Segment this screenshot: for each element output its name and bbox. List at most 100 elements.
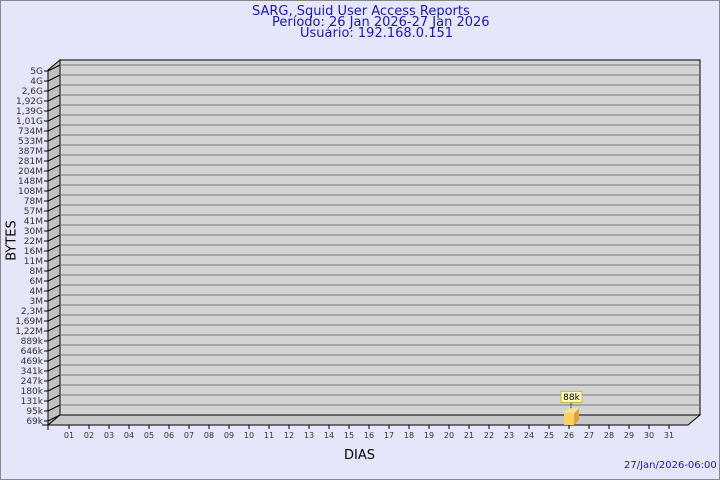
y-tick-diagonal bbox=[47, 364, 61, 372]
y-tick-diagonal bbox=[47, 354, 61, 362]
x-tick-label: 25 bbox=[544, 431, 554, 440]
y-tick-label: 5G bbox=[30, 67, 43, 77]
x-tick-label: 20 bbox=[444, 431, 454, 440]
y-tick-label: 78M bbox=[24, 197, 43, 207]
x-tick-label: 06 bbox=[164, 431, 174, 440]
x-tick-label: 02 bbox=[84, 431, 94, 440]
x-tick-label: 07 bbox=[184, 431, 194, 440]
x-tick-label: 14 bbox=[324, 431, 334, 440]
y-tick-diagonal bbox=[47, 344, 61, 352]
y-tick-diagonal bbox=[47, 204, 61, 212]
y-tick-diagonal bbox=[47, 74, 61, 82]
x-tick-label: 05 bbox=[144, 431, 154, 440]
y-tick-label: 469k bbox=[21, 357, 44, 367]
y-tick-label: 734M bbox=[18, 127, 43, 137]
x-tick-label: 01 bbox=[64, 431, 74, 440]
y-tick-diagonal bbox=[47, 274, 61, 282]
y-tick-label: 30M bbox=[24, 227, 43, 237]
y-tick-diagonal bbox=[47, 254, 61, 262]
y-tick-diagonal bbox=[47, 294, 61, 302]
y-tick-diagonal bbox=[47, 124, 61, 132]
x-tick-label: 21 bbox=[464, 431, 474, 440]
y-tick-diagonal bbox=[47, 64, 61, 72]
y-tick-diagonal bbox=[47, 154, 61, 162]
y-tick-diagonal bbox=[47, 144, 61, 152]
y-tick-label: 533M bbox=[18, 137, 43, 147]
y-tick-label: 180k bbox=[21, 387, 44, 397]
y-tick-label: 646k bbox=[21, 347, 44, 357]
y-tick-label: 247k bbox=[21, 377, 44, 387]
x-tick-label: 17 bbox=[384, 431, 394, 440]
bar-label: 88k bbox=[563, 393, 580, 403]
y-tick-diagonal bbox=[47, 334, 61, 342]
y-tick-diagonal bbox=[47, 244, 61, 252]
y-tick-label: 1,92G bbox=[16, 97, 43, 107]
x-tick-label: 27 bbox=[584, 431, 594, 440]
y-tick-diagonal bbox=[47, 174, 61, 182]
y-tick-label: 16M bbox=[24, 247, 43, 257]
y-tick-label: 281M bbox=[18, 157, 43, 167]
x-tick-label: 11 bbox=[264, 431, 274, 440]
bar-side bbox=[574, 408, 579, 425]
y-tick-label: 57M bbox=[24, 207, 43, 217]
x-tick-label: 31 bbox=[664, 431, 674, 440]
x-tick-label: 13 bbox=[304, 431, 314, 440]
y-tick-label: 11M bbox=[24, 257, 43, 267]
y-tick-diagonal bbox=[47, 324, 61, 332]
y-tick-diagonal bbox=[47, 304, 61, 312]
y-tick-label: 1,01G bbox=[16, 117, 43, 127]
x-tick-label: 28 bbox=[604, 431, 614, 440]
y-tick-diagonal bbox=[47, 404, 61, 412]
chart-subtitle-period: Período: 26 Jan 2026-27 Jan 2026 bbox=[272, 15, 490, 30]
x-tick-label: 29 bbox=[624, 431, 634, 440]
x-tick-label: 30 bbox=[644, 431, 654, 440]
y-tick-diagonal bbox=[47, 264, 61, 272]
x-tick-label: 09 bbox=[224, 431, 234, 440]
y-tick-diagonal bbox=[47, 234, 61, 242]
y-tick-diagonal bbox=[47, 384, 61, 392]
x-tick-label: 24 bbox=[524, 431, 534, 440]
y-tick-label: 2,3M bbox=[21, 307, 43, 317]
x-tick-label: 22 bbox=[484, 431, 494, 440]
y-tick-label: 1,69M bbox=[15, 317, 43, 327]
x-tick-label: 10 bbox=[244, 431, 254, 440]
y-tick-label: 1,39G bbox=[16, 107, 43, 117]
x-tick-label: 26 bbox=[564, 431, 574, 440]
chart-title: SARG, Squid User Access Reports bbox=[252, 4, 470, 19]
y-tick-label: 387M bbox=[18, 147, 43, 157]
y-tick-label: 8M bbox=[30, 267, 44, 277]
y-tick-label: 6M bbox=[30, 277, 44, 287]
footer-timestamp: 27/Jan/2026-06:00 bbox=[624, 460, 717, 471]
y-tick-label: 95k bbox=[26, 407, 43, 417]
y-tick-diagonal bbox=[47, 94, 61, 102]
y-tick-diagonal bbox=[47, 214, 61, 222]
y-tick-diagonal bbox=[47, 84, 61, 92]
y-tick-diagonal bbox=[47, 164, 61, 172]
y-tick-label: 69k bbox=[26, 417, 43, 427]
y-tick-diagonal bbox=[47, 314, 61, 322]
y-tick-label: 22M bbox=[24, 237, 43, 247]
y-tick-label: 148M bbox=[18, 177, 43, 187]
bar-label-box bbox=[560, 390, 583, 403]
y-tick-diagonal bbox=[47, 194, 61, 202]
x-tick-label: 23 bbox=[504, 431, 514, 440]
x-tick-label: 19 bbox=[424, 431, 434, 440]
floor bbox=[46, 414, 702, 426]
y-tick-label: 204M bbox=[18, 167, 43, 177]
y-tick-label: 889k bbox=[21, 337, 44, 347]
y-tick-label: 108M bbox=[18, 187, 43, 197]
y-tick-diagonal bbox=[47, 134, 61, 142]
x-tick-label: 03 bbox=[104, 431, 114, 440]
x-tick-label: 04 bbox=[124, 431, 134, 440]
y-tick-label: 2,6G bbox=[22, 87, 43, 97]
y-tick-label: 341k bbox=[21, 367, 44, 377]
y-tick-diagonal bbox=[47, 184, 61, 192]
y-tick-diagonal bbox=[47, 414, 61, 422]
back-wall bbox=[59, 59, 701, 416]
y-tick-diagonal bbox=[47, 104, 61, 112]
x-axis-label: DIAS bbox=[344, 448, 375, 463]
x-tick-label: 15 bbox=[344, 431, 354, 440]
x-tick-label: 08 bbox=[204, 431, 214, 440]
y-tick-diagonal bbox=[47, 374, 61, 382]
